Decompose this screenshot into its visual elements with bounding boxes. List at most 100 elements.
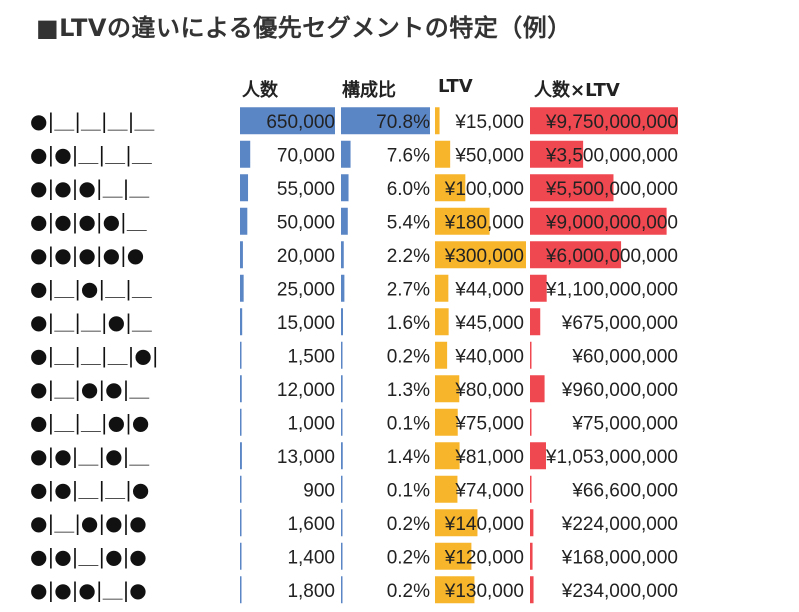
ltv-bar — [435, 542, 472, 570]
segment-pattern-label: ●|＿|●|●|● — [30, 511, 147, 535]
ratio-bar — [341, 509, 343, 537]
count-value-label: 25,000 — [277, 279, 335, 300]
total-value-label: ¥6,000,000,000 — [545, 246, 678, 267]
segment-pattern-label: ●|●|＿|●|● — [30, 544, 147, 568]
ltv-value-label: ¥40,000 — [454, 346, 524, 367]
ltv-bar — [435, 375, 460, 403]
column-header-ratio: 構成比 — [342, 80, 396, 101]
ratio-value-label: 7.6% — [387, 145, 430, 166]
count-value-label: 650,000 — [266, 112, 335, 133]
segment-pattern-label: ●|＿|＿|●|● — [30, 410, 149, 434]
ltv-value-label: ¥180,000 — [444, 212, 524, 233]
ltv-value-label: ¥300,000 — [444, 246, 524, 267]
count-bar — [240, 207, 248, 235]
count-value-label: 1,000 — [287, 413, 335, 434]
count-value-label: 1,400 — [287, 547, 335, 568]
segment-pattern-label: ●|●|＿|＿|● — [30, 477, 149, 501]
column-header-ltv: LTV — [438, 76, 473, 97]
count-value-label: 70,000 — [277, 145, 335, 166]
ratio-bar — [341, 174, 349, 202]
ratio-value-label: 0.1% — [387, 480, 430, 501]
total-value-label: ¥224,000,000 — [561, 514, 678, 535]
segment-pattern-label: ●|●|●|●|＿ — [30, 209, 147, 233]
ratio-bar — [341, 375, 343, 403]
total-value-label: ¥1,100,000,000 — [545, 279, 678, 300]
total-bar — [530, 341, 532, 369]
count-bar — [240, 542, 242, 570]
segment-pattern-label: ●|＿|＿|●|＿ — [30, 310, 152, 334]
ratio-value-label: 1.4% — [387, 447, 430, 468]
count-bar — [240, 375, 242, 403]
ltv-bar — [435, 241, 526, 269]
count-bar — [240, 274, 244, 302]
total-value-label: ¥9,000,000,000 — [545, 212, 678, 233]
total-bar — [530, 207, 667, 235]
ltv-value-label: ¥15,000 — [454, 112, 524, 133]
ratio-bar — [341, 274, 345, 302]
ltv-bar — [435, 107, 440, 135]
count-value-label: 15,000 — [277, 313, 335, 334]
count-value-label: 20,000 — [277, 246, 335, 267]
column-header-total: 人数×LTV — [534, 80, 620, 101]
ratio-bar — [341, 308, 344, 336]
ratio-bar — [341, 576, 343, 604]
total-bar — [530, 375, 545, 403]
ratio-bar — [341, 140, 351, 168]
total-value-label: ¥960,000,000 — [561, 380, 678, 401]
total-bar — [530, 140, 584, 168]
total-bar — [530, 408, 532, 436]
ltv-value-label: ¥130,000 — [444, 581, 524, 602]
total-value-label: ¥3,500,000,000 — [545, 145, 678, 166]
ltv-value-label: ¥50,000 — [454, 145, 524, 166]
count-value-label: 12,000 — [277, 380, 335, 401]
ltv-value-label: ¥44,000 — [454, 279, 524, 300]
column-header-count: 人数 — [242, 80, 278, 101]
segment-pattern-label: ●|＿|●|●|＿ — [30, 377, 149, 401]
total-bar — [530, 274, 547, 302]
ratio-bar — [341, 442, 343, 470]
segment-pattern-label: ●|●|＿|＿|＿ — [30, 142, 152, 166]
total-bar — [530, 241, 622, 269]
ratio-bar — [341, 241, 344, 269]
ratio-bar — [341, 408, 343, 436]
ltv-bar — [435, 442, 460, 470]
ratio-value-label: 2.7% — [387, 279, 430, 300]
ltv-value-label: ¥45,000 — [454, 313, 524, 334]
ltv-bar — [435, 308, 449, 336]
ratio-value-label: 1.3% — [387, 380, 430, 401]
segment-pattern-label: ●|●|＿|●|＿ — [30, 444, 149, 468]
total-value-label: ¥9,750,000,000 — [545, 112, 678, 133]
ratio-value-label: 1.6% — [387, 313, 430, 334]
total-bar — [530, 509, 534, 537]
ratio-bar — [341, 542, 343, 570]
ltv-bar — [435, 140, 451, 168]
total-value-label: ¥75,000,000 — [571, 413, 678, 434]
ltv-bar — [435, 509, 478, 537]
total-bar — [530, 107, 678, 135]
count-value-label: 13,000 — [277, 447, 335, 468]
ratio-value-label: 6.0% — [387, 179, 430, 200]
count-value-label: 900 — [303, 480, 335, 501]
total-bar — [530, 576, 534, 604]
total-value-label: ¥675,000,000 — [561, 313, 678, 334]
ltv-value-label: ¥74,000 — [454, 480, 524, 501]
total-value-label: ¥66,600,000 — [571, 480, 678, 501]
ltv-bar — [435, 576, 475, 604]
total-bar — [530, 542, 533, 570]
total-bar — [530, 308, 541, 336]
ltv-value-label: ¥100,000 — [444, 179, 524, 200]
count-bar — [240, 174, 249, 202]
ltv-value-label: ¥140,000 — [444, 514, 524, 535]
chart-title: ■LTVの違いによる優先セグメントの特定（例） — [36, 14, 572, 42]
total-bar — [530, 442, 546, 470]
ratio-value-label: 0.2% — [387, 547, 430, 568]
ltv-value-label: ¥81,000 — [454, 447, 524, 468]
count-value-label: 1,600 — [287, 514, 335, 535]
count-bar — [240, 241, 243, 269]
ratio-value-label: 0.2% — [387, 346, 430, 367]
total-bar — [530, 174, 614, 202]
count-bar — [240, 107, 335, 135]
count-bar — [240, 308, 243, 336]
ltv-bar — [435, 475, 458, 503]
